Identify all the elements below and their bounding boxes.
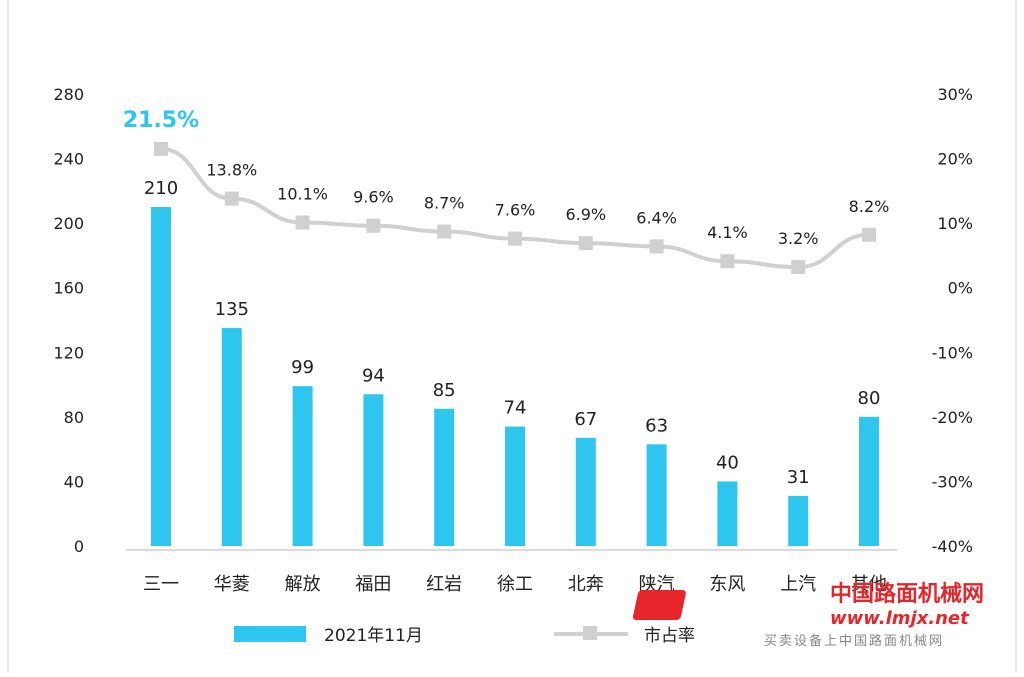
line-value-labels: 21.5% 13.8% 10.1% 9.6% 8.7% 7.6% 6.9% 6.4% 4.1% 3… <box>123 108 889 248</box>
line-value-label: 8.2% <box>849 197 890 216</box>
watermark-logo-mark <box>632 590 686 620</box>
bar <box>151 207 171 546</box>
bar-value-label: 135 <box>215 299 249 320</box>
line-point-marker <box>791 260 806 275</box>
bar-value-labels: 210 135 99 94 85 74 67 63 40 31 80 <box>144 178 881 488</box>
bar <box>788 495 809 546</box>
watermark-logo: CMT <box>632 590 820 620</box>
line-value-label: 13.8% <box>206 161 257 180</box>
line-value-label: 10.1% <box>277 184 328 203</box>
category-label: 华菱 <box>214 574 250 595</box>
bar-value-label: 63 <box>645 415 668 436</box>
line-series <box>154 141 876 275</box>
right-axis-tick-label: -40% <box>932 537 973 556</box>
bar-value-label: 40 <box>716 452 739 473</box>
line-value-label: 3.2% <box>778 229 819 248</box>
bar <box>505 426 525 546</box>
bar-value-label: 94 <box>362 365 385 386</box>
bar <box>717 481 738 546</box>
right-axis-tick-label: 30% <box>937 85 973 104</box>
bar-value-label: 31 <box>787 467 810 488</box>
right-axis-tick-label: -20% <box>932 408 973 427</box>
bar <box>859 416 879 546</box>
bar <box>434 408 455 546</box>
line-point-marker <box>224 191 239 206</box>
right-axis-tick-label: 10% <box>937 214 973 233</box>
left-axis-tick-label: 160 <box>53 279 84 298</box>
bar <box>221 328 242 546</box>
category-label: 陕汽 <box>639 574 675 595</box>
bar-value-label: 74 <box>504 398 527 419</box>
line-point-marker <box>295 215 310 230</box>
bar <box>363 394 384 546</box>
legend-bar-swatch <box>234 626 306 642</box>
left-axis-tick-label: 0 <box>74 537 84 556</box>
category-label: 北奔 <box>568 574 604 595</box>
legend: 2021年11月 市占率 <box>234 626 695 646</box>
bar-value-label: 85 <box>433 380 456 401</box>
right-axis-tick-label: 0% <box>948 279 973 298</box>
left-axis-tick-label: 200 <box>53 214 84 233</box>
bar-value-label: 99 <box>291 357 314 378</box>
category-label: 徐工 <box>497 574 533 595</box>
line-point-marker <box>154 141 168 156</box>
left-axis-tick-label: 280 <box>53 85 84 104</box>
line-value-label: 6.9% <box>565 205 606 224</box>
bar-value-label: 210 <box>144 178 178 199</box>
watermark-slogan: 买卖设备上中国路面机械网 <box>764 633 944 649</box>
legend-line-marker <box>583 626 597 640</box>
category-label: 解放 <box>285 574 321 595</box>
left-axis: 0 40 80 120 160 200 240 280 <box>53 85 84 556</box>
bar-series <box>151 207 879 546</box>
line-point-marker <box>366 218 381 233</box>
category-labels: 三一 华菱 解放 福田 红岩 徐工 北奔 陕汽 东风 上汽 其他 <box>143 574 887 595</box>
line-value-label-highlight: 21.5% <box>123 108 199 133</box>
bar-value-label: 80 <box>858 388 881 409</box>
category-label: 三一 <box>143 574 179 595</box>
right-axis-tick-label: -30% <box>932 472 973 491</box>
bar <box>575 437 596 546</box>
line-point-marker <box>862 227 876 242</box>
left-axis-tick-label: 80 <box>64 408 84 427</box>
line-value-label: 8.7% <box>424 194 465 213</box>
category-label: 上汽 <box>780 574 816 595</box>
right-axis-tick-label: -10% <box>932 343 973 362</box>
line-value-label: 9.6% <box>353 188 394 207</box>
line-point-marker <box>649 239 664 254</box>
right-axis-tick-label: 20% <box>937 150 973 169</box>
category-label: 其他 <box>851 574 887 595</box>
left-axis-tick-label: 120 <box>53 343 84 362</box>
category-label: 福田 <box>355 574 391 595</box>
watermark-url: www.lmjx.net <box>830 608 970 629</box>
watermark-logo-text: CMT <box>770 594 820 618</box>
right-axis: -40% -30% -20% -10% 0% 10% 20% 30% <box>932 85 973 556</box>
line-point-marker <box>437 224 452 239</box>
left-axis-tick-label: 40 <box>64 472 84 491</box>
bar <box>646 444 667 546</box>
bar-value-label: 67 <box>574 409 597 430</box>
bar <box>292 386 313 546</box>
line-point-marker <box>578 236 593 251</box>
watermark: CMT 中国路面机械网 www.lmjx.net 买卖设备上中国路面机械网 <box>632 581 984 649</box>
watermark-title: 中国路面机械网 <box>830 581 984 607</box>
category-label: 红岩 <box>426 574 462 595</box>
category-label: 东风 <box>709 574 745 595</box>
legend-bar-label: 2021年11月 <box>324 626 423 646</box>
left-axis-tick-label: 240 <box>53 150 84 169</box>
line-value-label: 4.1% <box>707 223 748 242</box>
legend-line-label: 市占率 <box>644 626 695 646</box>
line-value-label: 6.4% <box>636 208 677 227</box>
line-value-label: 7.6% <box>495 201 536 220</box>
line-point-marker <box>508 231 522 246</box>
line-point-marker <box>720 254 735 269</box>
